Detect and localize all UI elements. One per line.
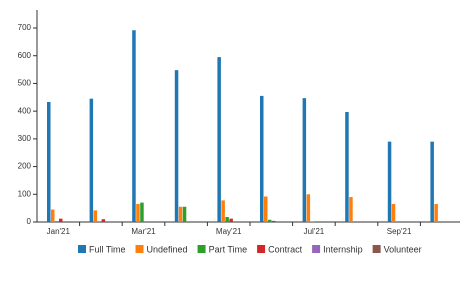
x-tick-label: Jan'21 [47,227,71,236]
bar [47,102,51,222]
bar [434,203,438,222]
bar [51,209,55,222]
bar [182,206,187,222]
bar [229,218,233,222]
bar [268,219,272,222]
bar [391,203,396,222]
legend-swatch [312,245,321,253]
bar [225,217,229,222]
legend-label: Volunteer [384,244,422,254]
y-tick-label: 400 [18,106,32,115]
bar [55,221,59,222]
legend-swatch [78,245,86,253]
y-tick-label: 600 [18,51,32,60]
legend-swatch [372,245,381,253]
legend-swatch [135,245,144,253]
bar [132,30,136,222]
legend-swatch [257,245,266,253]
bar [272,220,276,222]
bar [217,57,221,222]
legend-label: Undefined [147,244,188,254]
bar [345,111,349,222]
x-tick-label: Sep'21 [387,227,412,236]
legend-label: Full Time [89,244,126,254]
bar [93,210,98,222]
legend-label: Internship [323,244,363,254]
y-tick-label: 500 [18,79,32,88]
bar [310,221,315,222]
y-tick-label: 300 [18,134,32,143]
bar [59,218,63,222]
bar [136,203,140,222]
y-tick-label: 100 [18,189,32,198]
bar [302,98,307,222]
bar [101,219,106,222]
bar [221,200,225,222]
bar [140,202,144,222]
y-tick-label: 0 [27,217,32,226]
legend-label: Part Time [209,244,248,254]
legend-swatch [197,245,206,253]
y-tick-label: 700 [18,23,32,32]
x-tick-label: Mar'21 [131,227,156,236]
bar [89,98,94,222]
bar [430,141,434,222]
bar [178,206,183,222]
legend-label: Contract [268,244,303,254]
y-tick-label: 200 [18,162,32,171]
bar [260,95,264,222]
bar [349,197,353,222]
bar [264,196,268,222]
bar [174,70,179,222]
bar [306,194,311,222]
bar [387,141,392,222]
x-tick-label: May'21 [216,227,242,236]
legend: Full Time Undefined Part Time Contract Inter… [78,244,422,254]
x-tick-label: Jul'21 [304,227,325,236]
